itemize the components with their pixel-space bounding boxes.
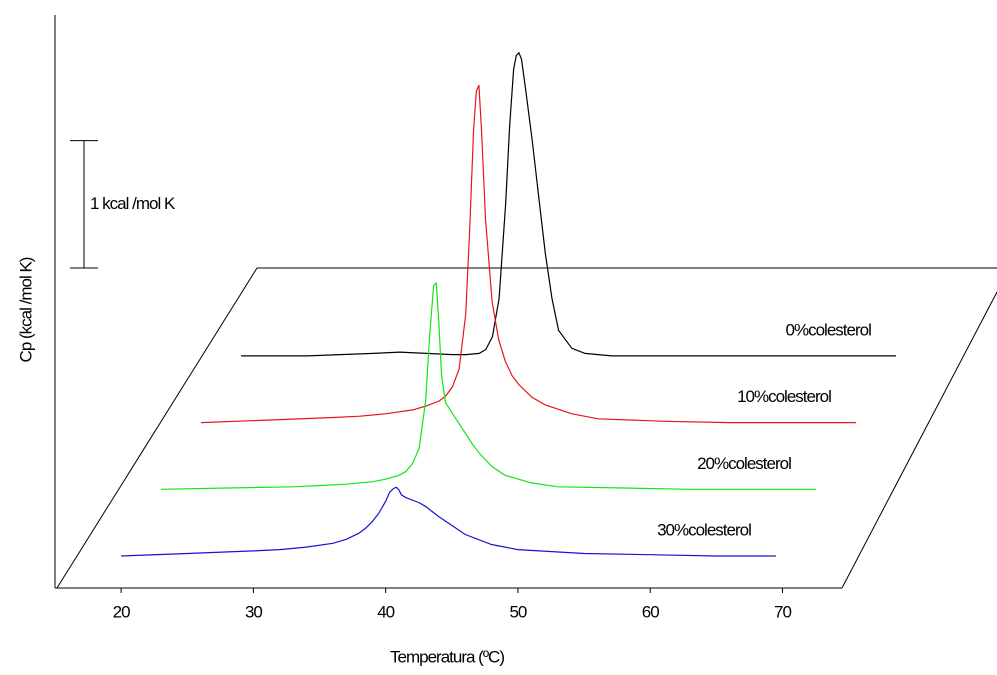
series-label: 10%colesterol xyxy=(737,387,831,406)
y-axis-title: Cp (kcal /mol K) xyxy=(16,257,35,362)
series-line xyxy=(201,84,856,424)
series-label: 20%colesterol xyxy=(697,454,791,473)
series-line xyxy=(121,486,776,557)
waterfall-plane xyxy=(56,267,997,589)
x-tick-label: 30 xyxy=(245,602,262,621)
x-tick-label: 60 xyxy=(642,602,659,621)
series-label: 30%colesterol xyxy=(657,520,751,539)
series-line xyxy=(241,51,896,357)
series-line xyxy=(161,281,816,490)
x-tick-label: 70 xyxy=(774,602,791,621)
x-axis-title: Temperatura (ºC) xyxy=(390,647,504,666)
series-label: 0%colesterol xyxy=(786,320,872,339)
scale-bar-label: 1 kcal /mol K xyxy=(90,194,176,213)
x-tick-label: 40 xyxy=(377,602,394,621)
x-tick-label: 50 xyxy=(509,602,526,621)
plane-edge xyxy=(56,267,258,589)
plane-edge xyxy=(841,291,997,589)
x-tick-label: 20 xyxy=(113,602,130,621)
